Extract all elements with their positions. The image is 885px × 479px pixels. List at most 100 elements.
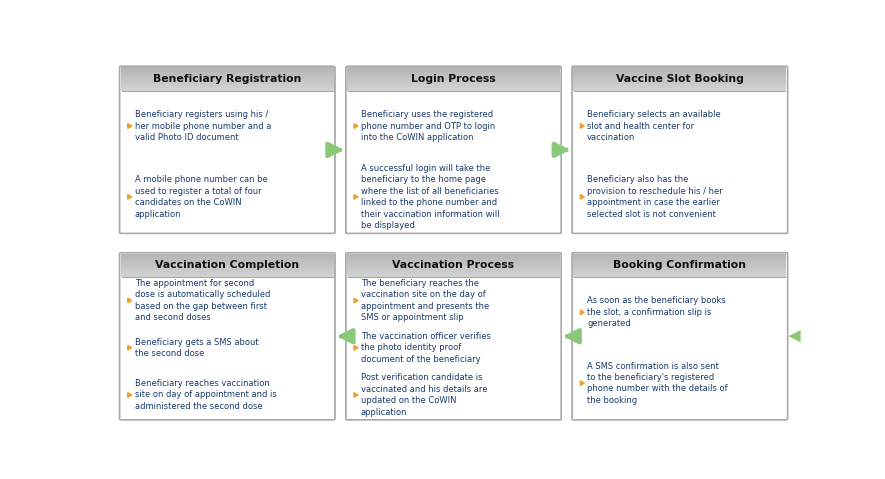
Bar — [347, 81, 560, 82]
Bar — [347, 87, 560, 88]
Bar — [573, 68, 787, 69]
Bar — [347, 254, 560, 255]
Bar — [347, 263, 560, 264]
Text: Login Process: Login Process — [412, 74, 496, 84]
Bar — [347, 259, 560, 260]
Bar — [347, 83, 560, 84]
Bar — [120, 276, 334, 277]
Bar — [573, 85, 787, 86]
Bar — [347, 89, 560, 90]
Bar — [120, 82, 334, 83]
Bar — [347, 76, 560, 77]
FancyBboxPatch shape — [346, 253, 561, 420]
Polygon shape — [354, 298, 358, 303]
Bar — [120, 258, 334, 259]
Bar — [573, 254, 787, 255]
Text: The appointment for second
dose is automatically scheduled
based on the gap betw: The appointment for second dose is autom… — [135, 279, 270, 322]
Polygon shape — [354, 393, 358, 398]
Bar — [120, 255, 334, 256]
Bar — [120, 81, 334, 82]
Bar — [573, 83, 787, 84]
Polygon shape — [354, 345, 358, 350]
Bar — [573, 87, 787, 88]
Bar — [120, 260, 334, 261]
Bar — [347, 276, 560, 277]
Bar — [347, 77, 560, 78]
Bar — [120, 73, 334, 74]
Bar — [120, 270, 334, 271]
Text: Vaccination Process: Vaccination Process — [393, 261, 514, 270]
Bar — [120, 261, 334, 262]
Bar — [120, 272, 334, 273]
Bar — [120, 258, 334, 259]
Bar — [347, 272, 560, 273]
Polygon shape — [581, 124, 584, 128]
Bar — [573, 273, 787, 274]
Text: A SMS confirmation is also sent
to the beneficiary's registered
phone number wit: A SMS confirmation is also sent to the b… — [588, 362, 727, 405]
Bar — [573, 87, 787, 88]
Bar — [120, 78, 334, 79]
Bar — [120, 79, 334, 80]
Bar — [347, 265, 560, 266]
Bar — [573, 259, 787, 260]
Bar — [347, 90, 560, 91]
Text: Vaccination Completion: Vaccination Completion — [155, 261, 299, 270]
Bar — [120, 77, 334, 78]
Bar — [573, 272, 787, 273]
Bar — [347, 88, 560, 89]
Bar — [347, 77, 560, 78]
Bar — [347, 257, 560, 258]
Bar — [120, 85, 334, 86]
Bar — [120, 87, 334, 88]
Bar — [120, 271, 334, 272]
Bar — [347, 75, 560, 76]
Bar — [573, 255, 787, 256]
Bar — [573, 81, 787, 82]
Bar — [347, 73, 560, 74]
Bar — [347, 72, 560, 73]
Polygon shape — [127, 345, 132, 350]
Bar — [120, 254, 334, 255]
Bar — [573, 256, 787, 257]
Bar — [573, 254, 787, 255]
Bar — [120, 263, 334, 264]
Bar — [573, 266, 787, 267]
Bar — [347, 260, 560, 261]
Polygon shape — [127, 194, 132, 199]
Bar — [120, 83, 334, 84]
Text: Beneficiary Registration: Beneficiary Registration — [153, 74, 302, 84]
Bar — [573, 258, 787, 259]
Text: Beneficiary gets a SMS about
the second dose: Beneficiary gets a SMS about the second … — [135, 338, 258, 358]
Bar — [120, 74, 334, 75]
Bar — [120, 274, 334, 275]
Bar — [120, 69, 334, 70]
Bar — [573, 269, 787, 270]
Bar — [120, 262, 334, 263]
FancyBboxPatch shape — [119, 66, 335, 233]
Bar — [120, 87, 334, 88]
FancyBboxPatch shape — [572, 66, 788, 233]
Bar — [347, 275, 560, 276]
Bar — [573, 271, 787, 272]
Bar — [347, 261, 560, 262]
Text: Beneficiary registers using his /
her mobile phone number and a
valid Photo ID d: Beneficiary registers using his / her mo… — [135, 110, 271, 142]
Bar — [347, 266, 560, 267]
Bar — [120, 73, 334, 74]
Bar — [120, 68, 334, 69]
Bar — [573, 268, 787, 269]
Bar — [573, 267, 787, 268]
Bar — [347, 254, 560, 255]
Bar — [573, 84, 787, 85]
Bar — [120, 71, 334, 72]
Bar — [120, 76, 334, 77]
Bar — [120, 90, 334, 91]
Bar — [120, 273, 334, 274]
Bar — [573, 69, 787, 70]
Bar — [120, 269, 334, 270]
Bar — [573, 275, 787, 276]
Polygon shape — [127, 124, 132, 128]
Bar — [120, 268, 334, 269]
Bar — [573, 73, 787, 74]
Bar — [573, 263, 787, 264]
Bar — [573, 257, 787, 258]
